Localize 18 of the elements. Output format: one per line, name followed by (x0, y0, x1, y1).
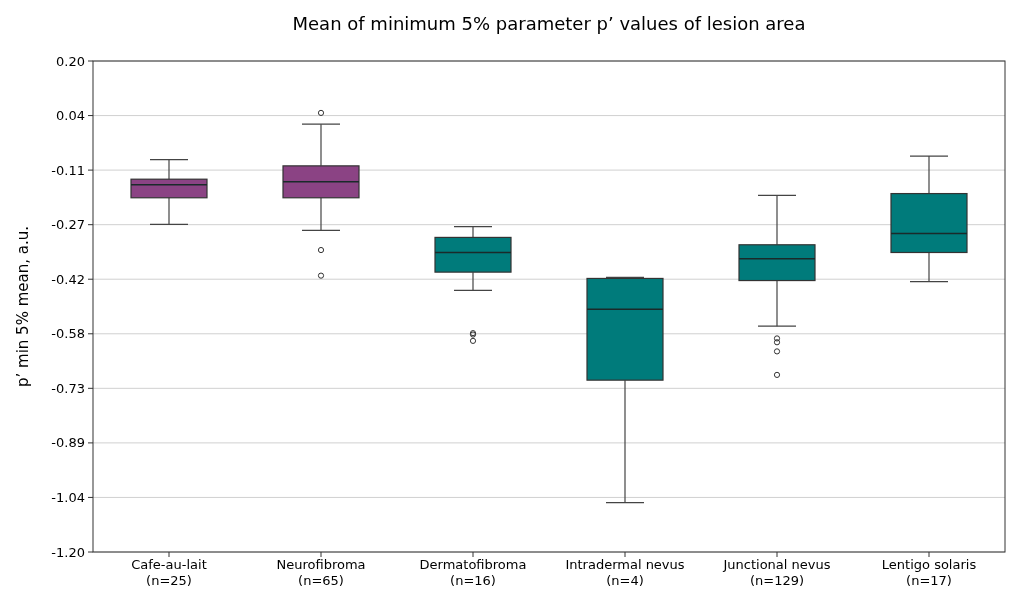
x-tick-label: Cafe-au-lait (n=25) (131, 557, 207, 588)
y-axis-title: p’ min 5% mean, a.u. (14, 226, 32, 387)
y-tick-label: -0.42 (51, 271, 85, 287)
x-tick-label: Neurofibroma (n=65) (276, 557, 366, 588)
y-tick-label: -0.27 (51, 217, 85, 233)
y-tick-label: -0.58 (51, 326, 85, 342)
y-tick-label: -1.04 (51, 489, 85, 505)
y-tick-label: 0.04 (56, 108, 85, 124)
x-tick-label: Intradermal nevus (n=4) (565, 557, 685, 588)
chart-title: Mean of minimum 5% parameter p’ values of lesion area (292, 13, 806, 34)
y-tick-label: -0.73 (51, 380, 85, 396)
y-tick-label: -0.11 (51, 162, 85, 178)
y-tick-label: -0.89 (51, 435, 85, 451)
y-tick-label: 0.20 (56, 53, 85, 69)
x-tick-label: Lentigo solaris (n=17) (881, 557, 977, 588)
x-tick-label: Dermatofibroma (n=16) (419, 557, 527, 588)
x-tick-label: Junctional nevus (n=129) (722, 557, 831, 588)
y-tick-label: -1.20 (51, 544, 85, 560)
